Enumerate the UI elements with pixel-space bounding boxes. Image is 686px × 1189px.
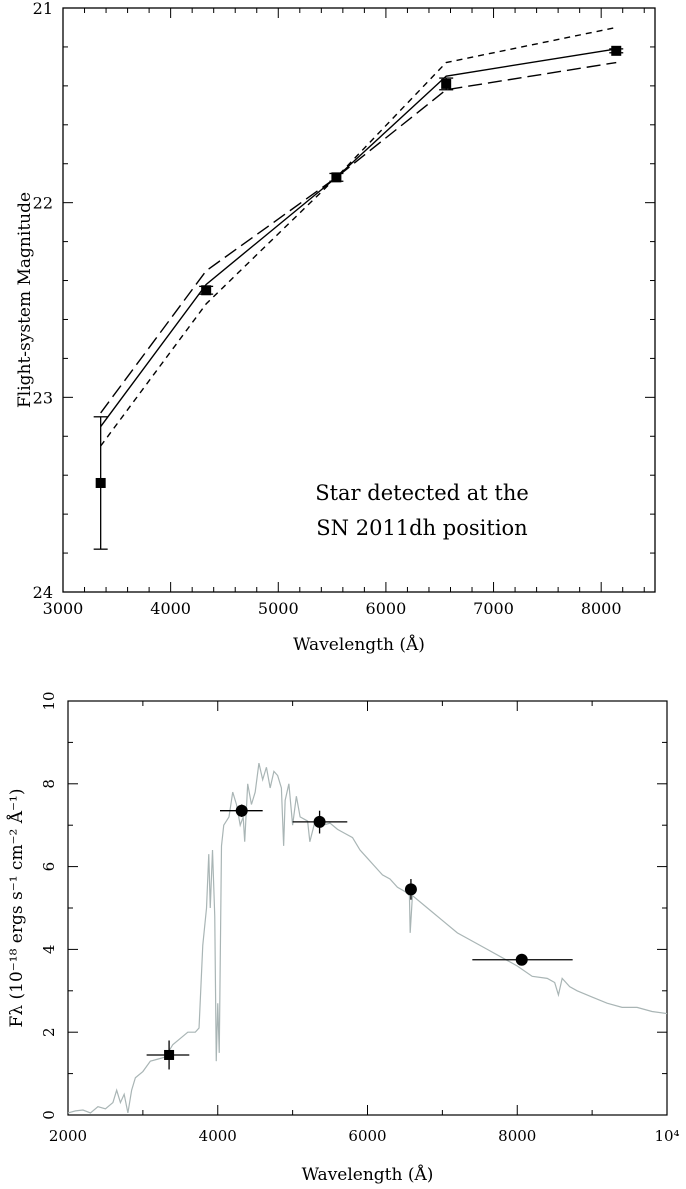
x-tick-label: 6000 bbox=[348, 1127, 386, 1145]
y-tick-label: 22 bbox=[33, 194, 53, 213]
model-line-short-dash bbox=[100, 26, 617, 447]
x-tick-label: 4000 bbox=[199, 1127, 237, 1145]
x-axis-label: Wavelength (Å) bbox=[302, 1164, 434, 1185]
data-point bbox=[611, 45, 622, 56]
data-point bbox=[95, 477, 106, 488]
y-axis-label: Fλ (10⁻¹⁸ ergs s⁻¹ cm⁻² Å⁻¹) bbox=[6, 789, 27, 1028]
y-tick-label: 24 bbox=[33, 583, 53, 602]
annotation-text: Star detected at the bbox=[315, 481, 529, 505]
bottom-chart-flux: 2000 4000 6000 8000 10⁴ 0 2 4 6 8 10 Wavelength (Å)… bbox=[6, 691, 680, 1185]
model-line-long-dash bbox=[100, 61, 617, 414]
data-point-square bbox=[164, 1049, 175, 1060]
top-chart-magnitude: 3000 4000 5000 6000 7000 8000 21 22 23 24 Waveleng… bbox=[15, 0, 656, 655]
data-point-circle bbox=[515, 953, 528, 966]
y-tick-label: 2 bbox=[40, 1027, 58, 1037]
y-tick-label: 8 bbox=[40, 779, 58, 789]
x-tick-label: 8000 bbox=[498, 1127, 536, 1145]
y-axis-label: Flight-system Magnitude bbox=[15, 192, 35, 408]
y-tick-label: 4 bbox=[40, 945, 58, 955]
plot-frame bbox=[62, 7, 656, 593]
x-tick-label: 3000 bbox=[43, 599, 84, 618]
y-tick-label: 0 bbox=[40, 1110, 58, 1120]
data-point bbox=[331, 172, 342, 183]
x-tick-label: 2000 bbox=[49, 1127, 87, 1145]
data-point-circle bbox=[235, 804, 248, 817]
data-point-circle bbox=[404, 883, 417, 896]
data-point-circle bbox=[313, 815, 326, 828]
model-line-solid bbox=[100, 48, 617, 427]
x-tick-label: 5000 bbox=[258, 599, 299, 618]
x-tick-label: 7000 bbox=[473, 599, 514, 618]
x-axis-label: Wavelength (Å) bbox=[293, 634, 425, 655]
plot-frame bbox=[67, 700, 668, 1116]
annotation-text: SN 2011dh position bbox=[316, 516, 527, 540]
y-tick-label: 23 bbox=[33, 388, 53, 407]
x-tick-label: 6000 bbox=[366, 599, 407, 618]
y-tick-label: 21 bbox=[33, 0, 53, 18]
data-point bbox=[201, 285, 212, 296]
data-point bbox=[441, 78, 452, 89]
x-tick-label: 4000 bbox=[150, 599, 191, 618]
model-spectrum-line bbox=[67, 762, 668, 1114]
y-tick-label: 10 bbox=[40, 691, 58, 710]
y-tick-label: 6 bbox=[40, 862, 58, 872]
x-tick-label: 8000 bbox=[581, 599, 622, 618]
x-tick-label: 10⁴ bbox=[654, 1127, 679, 1145]
